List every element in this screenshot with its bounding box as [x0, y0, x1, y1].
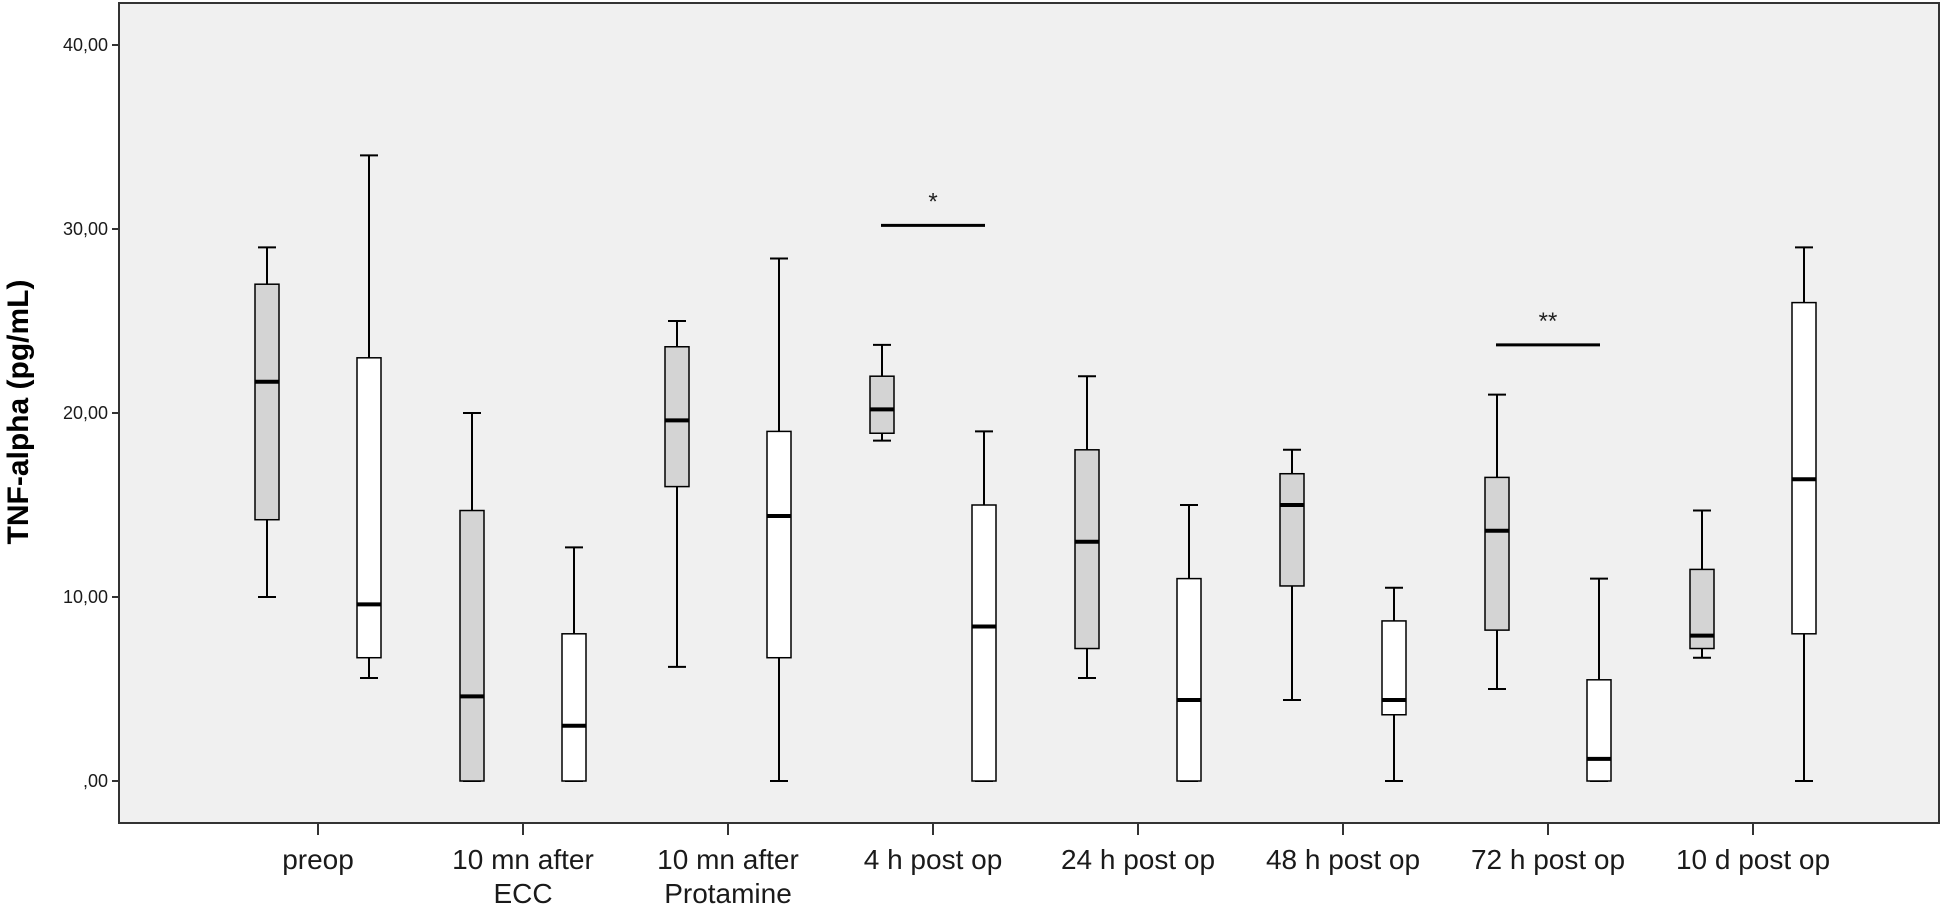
y-tick-label: 20,00: [63, 403, 108, 423]
box-iqr: [1074, 449, 1100, 650]
box-iqr: [561, 633, 587, 782]
box-group: [1791, 246, 1817, 782]
box-iqr: [356, 357, 382, 659]
box-group: [459, 412, 485, 782]
box-group: [1381, 586, 1407, 782]
box-group: [1074, 375, 1100, 679]
significance-label: **: [1539, 308, 1558, 335]
box-iqr: [1484, 476, 1510, 631]
box-group: [254, 246, 280, 598]
y-tick-label: 40,00: [63, 35, 108, 55]
y-tick-label: ,00: [83, 771, 108, 791]
significance-label: *: [928, 188, 937, 215]
box-iqr: [1586, 679, 1612, 782]
box-iqr: [971, 504, 997, 782]
box-iqr: [766, 430, 792, 659]
box-group: [561, 546, 587, 782]
x-tick-label: preop: [282, 844, 354, 875]
y-axis: ,00 10,00 20,00 30,00 40,00: [63, 3, 120, 823]
box-iqr: [1791, 301, 1817, 635]
y-tick-label: 10,00: [63, 587, 108, 607]
significance-annotations: ***: [881, 188, 1600, 347]
box-group: [1586, 577, 1612, 782]
box-group: [356, 154, 382, 679]
y-tick-label: 30,00: [63, 219, 108, 239]
box-group: [1484, 393, 1510, 690]
box-iqr: [664, 346, 690, 488]
x-tick-label: 24 h post op: [1061, 844, 1215, 875]
box-iqr: [869, 375, 895, 434]
box-iqr: [459, 509, 485, 782]
x-ticks: preop 10 mn after ECC 10 mn after Protamine 4…: [282, 823, 1830, 904]
y-ticks: ,00 10,00 20,00 30,00 40,00: [63, 35, 119, 791]
box-group: [1176, 504, 1202, 782]
y-axis-title: TNF-alpha (pg/mL): [2, 280, 35, 545]
box-iqr: [254, 283, 280, 521]
plot-area: [118, 2, 1940, 824]
box-groups: [254, 154, 1817, 782]
box-group: [766, 257, 792, 782]
x-tick-label: 10 mn after: [452, 844, 594, 875]
x-tick-label: ECC: [493, 878, 552, 904]
box-group: [971, 430, 997, 782]
box-iqr: [1279, 472, 1305, 587]
x-tick-label: Protamine: [664, 878, 792, 904]
box-iqr: [1176, 577, 1202, 782]
x-tick-label: 4 h post op: [864, 844, 1003, 875]
box-group: [1279, 448, 1305, 702]
x-tick-label: 48 h post op: [1266, 844, 1420, 875]
x-tick-label: 10 mn after: [657, 844, 799, 875]
box-group: [869, 343, 895, 442]
x-tick-label: 72 h post op: [1471, 844, 1625, 875]
x-tick-label: 10 d post op: [1676, 844, 1830, 875]
box-group: [1689, 509, 1715, 659]
box-group: [664, 320, 690, 668]
